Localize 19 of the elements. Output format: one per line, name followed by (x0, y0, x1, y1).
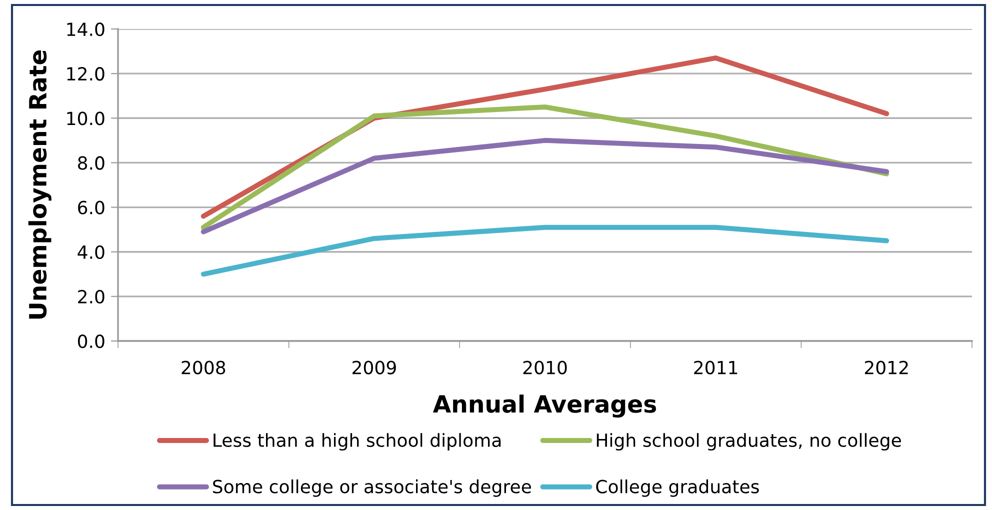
x-tick-label: 2012 (864, 360, 908, 374)
y-tick-label: 12.0 (67, 67, 104, 81)
legend-label: High school graduates, no college (596, 433, 901, 451)
x-tick-label: 2008 (182, 360, 226, 374)
y-tick-label: 0.0 (78, 334, 104, 348)
y-tick-label: 10.0 (67, 112, 104, 126)
x-axis-title: Annual Averages (432, 394, 656, 418)
legend-label: Some college or associate's degree (213, 479, 531, 497)
x-tick-label: 2009 (352, 360, 396, 374)
x-tick-label: 2011 (694, 360, 738, 374)
legend-label: College graduates (596, 479, 759, 497)
y-tick-label: 2.0 (78, 290, 104, 304)
y-tick-label: 14.0 (67, 22, 104, 36)
y-tick-label: 8.0 (78, 156, 104, 170)
y-tick-label: 6.0 (78, 200, 104, 214)
legend-label: Less than a high school diploma (214, 433, 501, 451)
y-tick-label: 4.0 (78, 245, 104, 259)
x-tick-label: 2010 (523, 360, 567, 374)
y-axis-title: Unemployment Rate (28, 50, 52, 319)
